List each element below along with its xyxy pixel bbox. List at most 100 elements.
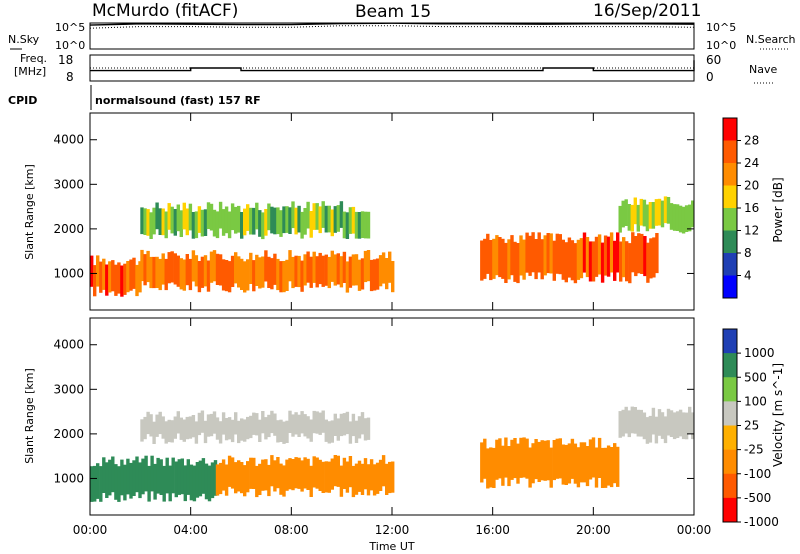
heat-cell (170, 251, 174, 283)
heat-cell (264, 250, 268, 282)
heat-cell (176, 204, 180, 232)
heat-cell (158, 411, 162, 435)
colorbar-swatch (723, 473, 737, 499)
heat-cell (249, 252, 253, 284)
heat-cell (224, 464, 229, 496)
heat-cell (294, 457, 298, 489)
cpid-label: CPID (8, 94, 37, 107)
heat-cell (660, 200, 665, 228)
heat-cell (291, 414, 295, 437)
heat-cell (240, 258, 244, 290)
colorbar-tick-label: 500 (744, 370, 767, 384)
heat-cell (318, 252, 322, 285)
heat-cell (363, 418, 368, 441)
heat-cell (504, 437, 508, 478)
heat-cell (173, 209, 177, 236)
heat-cell (606, 236, 611, 277)
heat-cell (194, 211, 199, 239)
heat-cell (234, 252, 238, 284)
nave-label: Nave (749, 63, 777, 76)
heat-cell (315, 411, 319, 434)
heat-cell (279, 210, 283, 237)
heat-cell (221, 459, 226, 491)
heat-cell (327, 421, 331, 444)
x-tick-label: 08:00 (274, 523, 309, 537)
x-axis-label: Time UT (368, 540, 414, 553)
heat-cell (300, 211, 304, 239)
heat-cell (543, 235, 547, 276)
heat-cell (218, 421, 223, 444)
heat-cell (567, 237, 572, 278)
heat-cell (489, 240, 493, 281)
heat-cell (576, 447, 581, 488)
heat-cell (321, 255, 325, 287)
heat-cell (312, 456, 316, 488)
heat-cell (654, 416, 659, 444)
station-title: McMurdo (fitACF) (92, 1, 238, 21)
heat-cell (510, 439, 514, 480)
heat-cell (206, 414, 211, 437)
heat-cell (171, 457, 175, 494)
heat-cell (255, 413, 259, 436)
power-colorbar: 28 24 20 16 12 8 4 (722, 117, 759, 299)
heat-cell (146, 411, 150, 435)
heat-cell (165, 457, 169, 494)
heat-cell (173, 253, 177, 285)
freq-label: Freq. (20, 52, 47, 65)
heat-cell (150, 455, 154, 492)
heat-cell (215, 211, 220, 239)
heat-cell (155, 414, 159, 437)
heat-cell (168, 465, 172, 502)
heat-cell (519, 235, 523, 276)
heat-cell (360, 412, 365, 435)
heat-cell (531, 443, 535, 484)
heat-cell (111, 260, 115, 292)
heat-cell (276, 420, 280, 443)
heat-cell (354, 254, 359, 286)
heat-cell (345, 411, 350, 435)
heat-cell (357, 259, 362, 291)
heat-cell (309, 211, 313, 238)
heat-cell (174, 461, 178, 498)
heat-cell (633, 407, 637, 434)
heat-cell (360, 211, 365, 238)
heat-cell (354, 463, 359, 495)
colorbar-swatch (723, 425, 737, 451)
heat-cell (597, 437, 602, 478)
heat-cell (270, 206, 274, 234)
heat-cell (498, 438, 502, 479)
heat-cell (170, 206, 174, 234)
heat-cell (182, 259, 186, 291)
heat-cell (270, 455, 274, 487)
heat-cell (678, 409, 683, 437)
heat-cell (655, 233, 659, 274)
heat-cell (321, 201, 325, 228)
power-colorbar-label: Power [dB] (771, 177, 785, 242)
heat-cell (210, 462, 215, 499)
heat-cell (643, 236, 647, 277)
heat-cell (255, 465, 259, 498)
heat-cell (209, 203, 214, 231)
time-x-ticks: 00:00 04:00 08:00 12:00 16:00 20:00 00:00 (73, 113, 711, 537)
heat-cell (363, 250, 368, 283)
heat-cell (96, 255, 100, 287)
heat-cell (203, 420, 208, 444)
heat-cell (688, 204, 692, 232)
noise-series-n-sky (89, 22, 695, 26)
heat-cell (123, 464, 127, 501)
heat-cell (378, 255, 383, 287)
heat-cell (354, 420, 359, 443)
heat-cell (351, 254, 356, 286)
heat-cell (684, 412, 689, 440)
date-title: 16/Sep/2011 (593, 1, 701, 21)
heat-cell (597, 234, 602, 275)
colorbar-tick-label: 4 (744, 269, 752, 283)
heat-cell (342, 413, 347, 436)
heat-cell (336, 455, 340, 487)
heat-cell (306, 416, 310, 439)
heat-cell (179, 417, 183, 440)
heat-cell (624, 199, 628, 226)
heat-cell (255, 254, 259, 286)
heat-cell (243, 419, 247, 442)
heat-cell (336, 253, 340, 285)
